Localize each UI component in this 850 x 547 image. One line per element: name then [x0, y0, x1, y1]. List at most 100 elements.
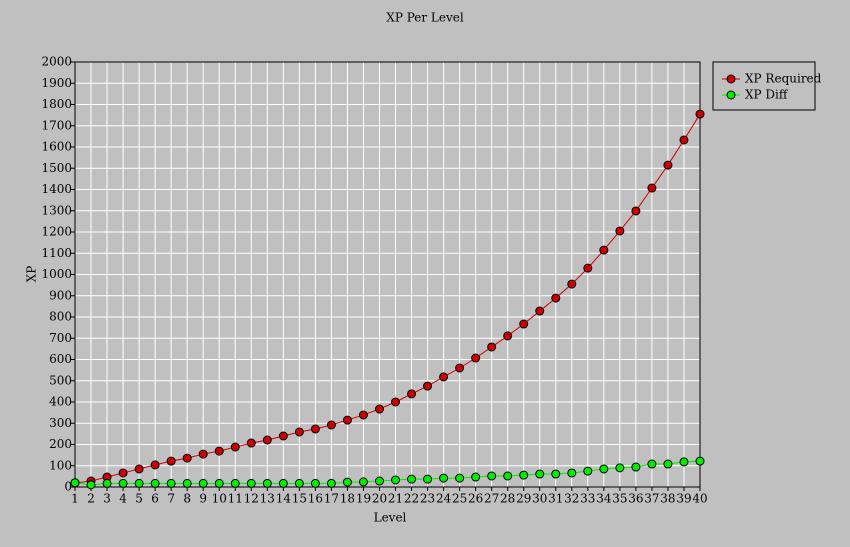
y-tick-label: 200: [49, 437, 72, 451]
x-tick-label: 12: [244, 492, 259, 506]
x-tick-label: 9: [199, 492, 207, 506]
data-point: [278, 478, 288, 488]
legend-marker: [726, 74, 736, 84]
data-point: [583, 263, 593, 273]
data-point: [134, 464, 144, 474]
data-point: [679, 457, 689, 467]
x-tick-label: 31: [548, 492, 563, 506]
x-tick-label: 5: [135, 492, 143, 506]
data-point: [342, 415, 352, 425]
data-point: [519, 319, 529, 329]
x-tick-label: 25: [452, 492, 467, 506]
x-tick-label: 21: [388, 492, 403, 506]
x-tick-label: 18: [340, 492, 355, 506]
data-point: [150, 478, 160, 488]
plot-border: [74, 61, 701, 488]
data-point: [535, 469, 545, 479]
data-point: [374, 476, 384, 486]
data-point: [567, 468, 577, 478]
data-point: [695, 456, 705, 466]
y-tick-label: 300: [49, 416, 72, 430]
y-tick-label: 1000: [41, 267, 72, 281]
x-tick-label: 7: [167, 492, 175, 506]
x-tick-label: 8: [183, 492, 191, 506]
data-point: [326, 478, 336, 488]
data-point: [455, 473, 465, 483]
x-tick-label: 17: [324, 492, 339, 506]
data-point: [503, 471, 513, 481]
data-point: [118, 478, 128, 488]
y-tick-label: 0: [64, 480, 72, 494]
data-point: [439, 372, 449, 382]
data-point: [86, 480, 96, 490]
x-tick-label: 16: [308, 492, 323, 506]
x-tick-label: 27: [484, 492, 499, 506]
data-point: [166, 478, 176, 488]
data-point: [342, 477, 352, 487]
data-point: [423, 381, 433, 391]
x-tick-label: 37: [644, 492, 659, 506]
chart-title: XP Per Level: [386, 11, 464, 25]
data-point: [391, 475, 401, 485]
x-tick-label: 34: [596, 492, 612, 506]
x-tick-label: 24: [436, 492, 452, 506]
data-point: [70, 478, 80, 488]
data-point: [695, 109, 705, 119]
legend-label: XP Diff: [745, 88, 789, 102]
y-tick-label: 1200: [41, 225, 72, 239]
x-tick-label: 28: [500, 492, 515, 506]
data-point: [679, 135, 689, 145]
legend-label: XP Required: [745, 72, 822, 86]
x-tick-label: 33: [580, 492, 595, 506]
data-point: [583, 466, 593, 476]
x-tick-label: 20: [372, 492, 387, 506]
x-axis-label: Level: [374, 511, 407, 525]
x-tick-label: 1: [71, 492, 79, 506]
x-tick-label: 40: [692, 492, 707, 506]
y-axis-label: XP: [25, 266, 39, 283]
data-point: [599, 464, 609, 474]
data-point: [278, 431, 288, 441]
y-tick-label: 400: [49, 395, 72, 409]
y-tick-label: 1800: [41, 97, 72, 111]
data-point: [358, 410, 368, 420]
y-tick-label: 900: [49, 288, 72, 302]
data-point: [407, 389, 417, 399]
data-point: [262, 435, 272, 445]
data-point: [439, 473, 449, 483]
data-point: [198, 478, 208, 488]
x-tick-label: 15: [292, 492, 307, 506]
data-point: [503, 331, 513, 341]
y-tick-label: 1500: [41, 161, 72, 175]
legend: [712, 61, 816, 111]
data-point: [214, 478, 224, 488]
x-tick-label: 39: [676, 492, 691, 506]
data-point: [134, 478, 144, 488]
series-line: [74, 113, 701, 484]
x-tick-label: 23: [420, 492, 435, 506]
data-point: [647, 183, 657, 193]
data-point: [423, 474, 433, 484]
data-point: [310, 424, 320, 434]
data-point: [407, 474, 417, 484]
data-point: [182, 478, 192, 488]
data-point: [551, 469, 561, 479]
data-point: [487, 342, 497, 352]
data-point: [166, 456, 176, 466]
x-tick-label: 35: [612, 492, 627, 506]
data-point: [471, 472, 481, 482]
y-tick-label: 600: [49, 352, 72, 366]
x-tick-label: 10: [212, 492, 227, 506]
data-point: [391, 397, 401, 407]
data-point: [487, 471, 497, 481]
data-point: [214, 446, 224, 456]
data-point: [567, 279, 577, 289]
x-tick-label: 13: [260, 492, 275, 506]
data-point: [310, 478, 320, 488]
data-point: [663, 160, 673, 170]
x-tick-label: 2: [87, 492, 95, 506]
data-point: [455, 363, 465, 373]
y-tick-label: 100: [49, 458, 72, 472]
data-point: [118, 468, 128, 478]
